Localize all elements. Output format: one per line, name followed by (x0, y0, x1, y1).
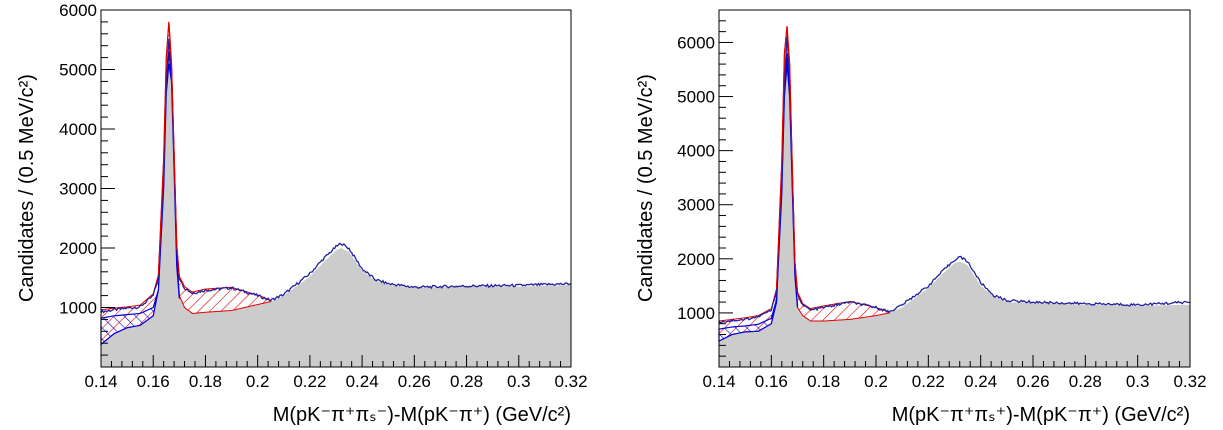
y-tick-label: 1000 (59, 299, 97, 318)
x-tick-label: 0.22 (293, 372, 326, 391)
red-component-area (100, 21, 272, 346)
right-x-axis-label: M(pK⁻π⁺πₛ⁺)-M(pK⁻π⁺) (GeV/c²) (892, 404, 1190, 426)
y-tick-label: 3000 (59, 180, 97, 199)
right-panel: 0.14 0.16 0.18 0.2 0.22 0.24 0.26 0.28 0.3 0.32 10… (635, 9, 1207, 426)
y-tick-label: 5000 (59, 61, 97, 80)
background-fill (101, 51, 571, 368)
left-x-axis-label: M(pK⁻π⁺πₛ⁻)-M(pK⁻π⁺) (GeV/c²) (273, 404, 571, 426)
x-tick-label: 0.26 (398, 372, 431, 391)
y-tick-label: 4000 (59, 120, 97, 139)
x-tick-label: 0.24 (346, 372, 379, 391)
x-tick-label: 0.28 (1069, 372, 1102, 391)
red-peak-outline (157, 21, 185, 286)
x-tick-label: 0.14 (84, 372, 117, 391)
x-tick-label: 0.22 (912, 372, 945, 391)
red-component-area (718, 26, 890, 342)
data-histogram-line (100, 38, 572, 314)
x-tick-label: 0.32 (554, 372, 587, 391)
x-tick-label: 0.24 (964, 372, 997, 391)
blue-component-area (718, 53, 799, 343)
red-peak-outline (775, 26, 803, 303)
x-tick-label: 0.2 (246, 372, 270, 391)
y-tick-label: 3000 (677, 196, 715, 215)
y-tick-label: 6000 (677, 33, 715, 52)
left-y-axis-label: Candidates / (0.5 MeV/c²) (16, 74, 38, 302)
left-panel: 0.14 0.16 0.18 0.2 0.22 0.24 0.26 0.28 0.3 0.32 10… (16, 1, 588, 426)
right-plot-frame (718, 9, 1191, 368)
y-tick-label: 6000 (59, 1, 97, 20)
right-y-axis-label: Candidates / (0.5 MeV/c²) (635, 74, 657, 302)
x-tick-label: 0.3 (1126, 372, 1150, 391)
x-tick-label: 0.16 (137, 372, 170, 391)
x-tick-label: 0.14 (702, 372, 735, 391)
x-tick-label: 0.28 (450, 372, 483, 391)
x-tick-label: 0.16 (755, 372, 788, 391)
background-fill (719, 53, 1190, 367)
y-tick-label: 2000 (677, 250, 715, 269)
y-tick-label: 5000 (677, 88, 715, 107)
x-tick-label: 0.3 (507, 372, 531, 391)
y-tick-label: 4000 (677, 142, 715, 161)
x-tick-label: 0.26 (1016, 372, 1049, 391)
x-tick-label: 0.2 (864, 372, 888, 391)
y-tick-label: 1000 (677, 304, 715, 323)
y-tick-label: 2000 (59, 239, 97, 258)
x-tick-label: 0.18 (807, 372, 840, 391)
x-tick-label: 0.18 (189, 372, 222, 391)
x-tick-label: 0.32 (1173, 372, 1206, 391)
